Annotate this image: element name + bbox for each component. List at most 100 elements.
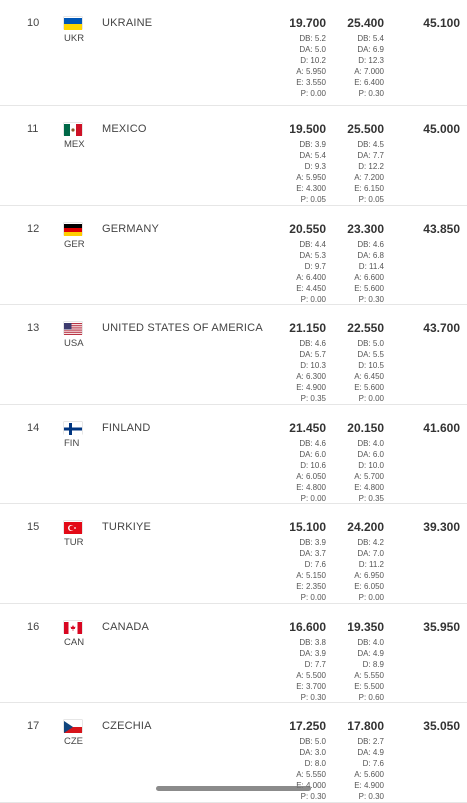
rank: 14 bbox=[27, 421, 40, 434]
rank: 13 bbox=[27, 322, 40, 334]
country-name: FINLAND bbox=[102, 421, 151, 434]
result-row-ukr[interactable]: 10 UKR UKRAINE 19.700 DB: 5.2 DA: 5.0 D: 1… bbox=[0, 0, 467, 106]
exercise-2-score: 25.500 bbox=[347, 122, 384, 136]
e2-d-value: D: 7.6 bbox=[362, 759, 384, 768]
exercise-1-score: 17.250 bbox=[289, 719, 326, 733]
country-name: MEXICO bbox=[102, 123, 147, 135]
exercise-1-scores: 16.600 DB: 3.8 DA: 3.9 D: 7.7 A: 5.500 E: 3.… bbox=[268, 620, 326, 703]
cze-flag-icon bbox=[64, 720, 82, 733]
e1-da-value: DA: 5.3 bbox=[299, 250, 326, 260]
exercise-1-score: 21.150 bbox=[289, 321, 326, 335]
e1-p-value: P: 0.30 bbox=[300, 692, 326, 702]
country-name: CANADA bbox=[102, 620, 150, 633]
e2-d-value: D: 8.9 bbox=[362, 659, 384, 669]
total-score: 43.700 bbox=[423, 321, 460, 335]
e2-db-value: DB: 4.0 bbox=[357, 637, 384, 647]
e2-e-value: E: 4.900 bbox=[354, 781, 384, 790]
rank: 16 bbox=[27, 620, 40, 633]
e1-p-value: P: 0.00 bbox=[300, 493, 326, 503]
e1-p-value: P: 0.00 bbox=[300, 593, 326, 602]
exercise-1-score: 19.700 bbox=[289, 16, 326, 30]
e1-e-value: E: 3.550 bbox=[296, 78, 326, 87]
total-score: 45.100 bbox=[423, 16, 460, 30]
e2-d-value: D: 11.2 bbox=[358, 560, 384, 569]
total-score: 39.300 bbox=[423, 520, 460, 534]
e1-e-value: E: 3.700 bbox=[296, 681, 326, 691]
result-row-ger[interactable]: 12 GER GERMANY 20.550 DB: 4.4 DA: 5.3 D: 9… bbox=[0, 206, 467, 305]
e1-a-value: A: 5.150 bbox=[296, 571, 326, 580]
result-row-cze[interactable]: 17 CZE CZECHIA 17.250 DB: 5.0 DA: 3.0 D: 8… bbox=[0, 703, 467, 803]
e1-da-value: DA: 3.7 bbox=[299, 549, 326, 558]
e1-e-value: E: 2.350 bbox=[296, 582, 326, 591]
total-score: 35.050 bbox=[423, 719, 460, 733]
exercise-2-score: 24.200 bbox=[347, 520, 384, 534]
country-name: CZECHIA bbox=[102, 720, 152, 732]
exercise-1-scores: 17.250 DB: 5.0 DA: 3.0 D: 8.0 A: 5.550 E: 4.… bbox=[268, 719, 326, 802]
e2-a-value: A: 6.600 bbox=[354, 272, 384, 282]
e1-d-value: D: 10.2 bbox=[300, 56, 326, 65]
exercise-2-scores: 17.800 DB: 2.7 DA: 4.9 D: 7.6 A: 5.600 E: 4.… bbox=[326, 719, 384, 802]
e1-a-value: A: 5.950 bbox=[296, 173, 326, 182]
e2-p-value: P: 0.35 bbox=[358, 493, 384, 503]
result-row-tur[interactable]: 15 TUR TURKIYE 15.100 DB: 3.9 DA: 3.7 D: 7… bbox=[0, 504, 467, 604]
e1-e-value: E: 4.000 bbox=[296, 781, 326, 790]
e2-p-value: P: 0.30 bbox=[358, 792, 384, 801]
e1-db-value: DB: 3.8 bbox=[299, 637, 326, 647]
rank: 12 bbox=[27, 222, 40, 235]
country-code: CZE bbox=[64, 736, 83, 747]
e1-e-value: E: 4.900 bbox=[296, 383, 326, 392]
e2-da-value: DA: 6.9 bbox=[357, 45, 384, 54]
exercise-2-scores: 25.400 DB: 5.4 DA: 6.9 D: 12.3 A: 7.000 E: 6… bbox=[326, 16, 384, 99]
e1-db-value: DB: 4.4 bbox=[299, 239, 326, 249]
e2-da-value: DA: 6.0 bbox=[357, 449, 384, 459]
exercise-2-scores: 20.150 DB: 4.0 DA: 6.0 D: 10.0 A: 5.700 E: 4… bbox=[326, 421, 384, 504]
e1-da-value: DA: 3.0 bbox=[299, 748, 326, 757]
exercise-2-score: 25.400 bbox=[347, 16, 384, 30]
e2-p-value: P: 0.00 bbox=[358, 394, 384, 403]
ukr-flag-icon bbox=[64, 17, 82, 30]
exercise-2-score: 17.800 bbox=[347, 719, 384, 733]
e2-a-value: A: 6.950 bbox=[354, 571, 384, 580]
e1-db-value: DB: 4.6 bbox=[299, 438, 326, 448]
e2-d-value: D: 11.4 bbox=[358, 261, 384, 271]
exercise-1-scores: 19.500 DB: 3.9 DA: 5.4 D: 9.3 A: 5.950 E: 4.… bbox=[268, 122, 326, 205]
e1-da-value: DA: 3.9 bbox=[299, 648, 326, 658]
result-row-mex[interactable]: 11 MEX MEXICO 19.500 DB: 3.9 DA: 5.4 D: 9.… bbox=[0, 106, 467, 206]
e2-e-value: E: 4.800 bbox=[354, 482, 384, 492]
exercise-2-scores: 24.200 DB: 4.2 DA: 7.0 D: 11.2 A: 6.950 E: 6… bbox=[326, 520, 384, 603]
country-code: MEX bbox=[64, 139, 85, 150]
e1-a-value: A: 6.300 bbox=[296, 372, 326, 381]
exercise-2-scores: 25.500 DB: 4.5 DA: 7.7 D: 12.2 A: 7.200 E: 6… bbox=[326, 122, 384, 205]
result-row-usa[interactable]: 13 USA UNITED STATES OF AMERICA 21.150 D… bbox=[0, 305, 467, 405]
result-row-can[interactable]: 16 CAN CANADA 16.600 DB: 3.8 DA: 3.9 D: 7.… bbox=[0, 604, 467, 703]
country-code: FIN bbox=[64, 437, 80, 449]
e2-db-value: DB: 4.2 bbox=[357, 538, 384, 547]
e2-d-value: D: 12.2 bbox=[358, 162, 384, 171]
e1-e-value: E: 4.450 bbox=[296, 283, 326, 293]
e2-db-value: DB: 4.6 bbox=[357, 239, 384, 249]
e2-e-value: E: 6.150 bbox=[354, 184, 384, 193]
e1-d-value: D: 9.3 bbox=[304, 162, 326, 171]
exercise-2-score: 23.300 bbox=[347, 221, 384, 236]
result-row-fin[interactable]: 14 FIN FINLAND 21.450 DB: 4.6 DA: 6.0 D: 1… bbox=[0, 405, 467, 504]
e2-e-value: E: 5.600 bbox=[354, 383, 384, 392]
e1-db-value: DB: 5.2 bbox=[299, 34, 326, 43]
exercise-1-scores: 21.150 DB: 4.6 DA: 5.7 D: 10.3 A: 6.300 E: 4… bbox=[268, 321, 326, 404]
e2-da-value: DA: 6.8 bbox=[357, 250, 384, 260]
e1-d-value: D: 7.6 bbox=[304, 560, 326, 569]
home-indicator[interactable] bbox=[156, 786, 311, 791]
e2-d-value: D: 10.5 bbox=[358, 361, 384, 370]
e1-da-value: DA: 5.4 bbox=[299, 151, 326, 160]
e1-d-value: D: 7.7 bbox=[304, 659, 326, 669]
e2-e-value: E: 5.600 bbox=[354, 283, 384, 293]
exercise-1-score: 16.600 bbox=[289, 619, 326, 634]
e1-e-value: E: 4.300 bbox=[296, 184, 326, 193]
exercise-2-scores: 22.550 DB: 5.0 DA: 5.5 D: 10.5 A: 6.450 E: 5… bbox=[326, 321, 384, 404]
e1-db-value: DB: 5.0 bbox=[299, 737, 326, 746]
rank: 10 bbox=[27, 17, 40, 29]
exercise-1-score: 15.100 bbox=[289, 520, 326, 534]
e1-a-value: A: 6.050 bbox=[296, 471, 326, 481]
exercise-1-scores: 20.550 DB: 4.4 DA: 5.3 D: 9.7 A: 6.400 E: 4.… bbox=[268, 222, 326, 305]
e2-db-value: DB: 5.4 bbox=[357, 34, 384, 43]
